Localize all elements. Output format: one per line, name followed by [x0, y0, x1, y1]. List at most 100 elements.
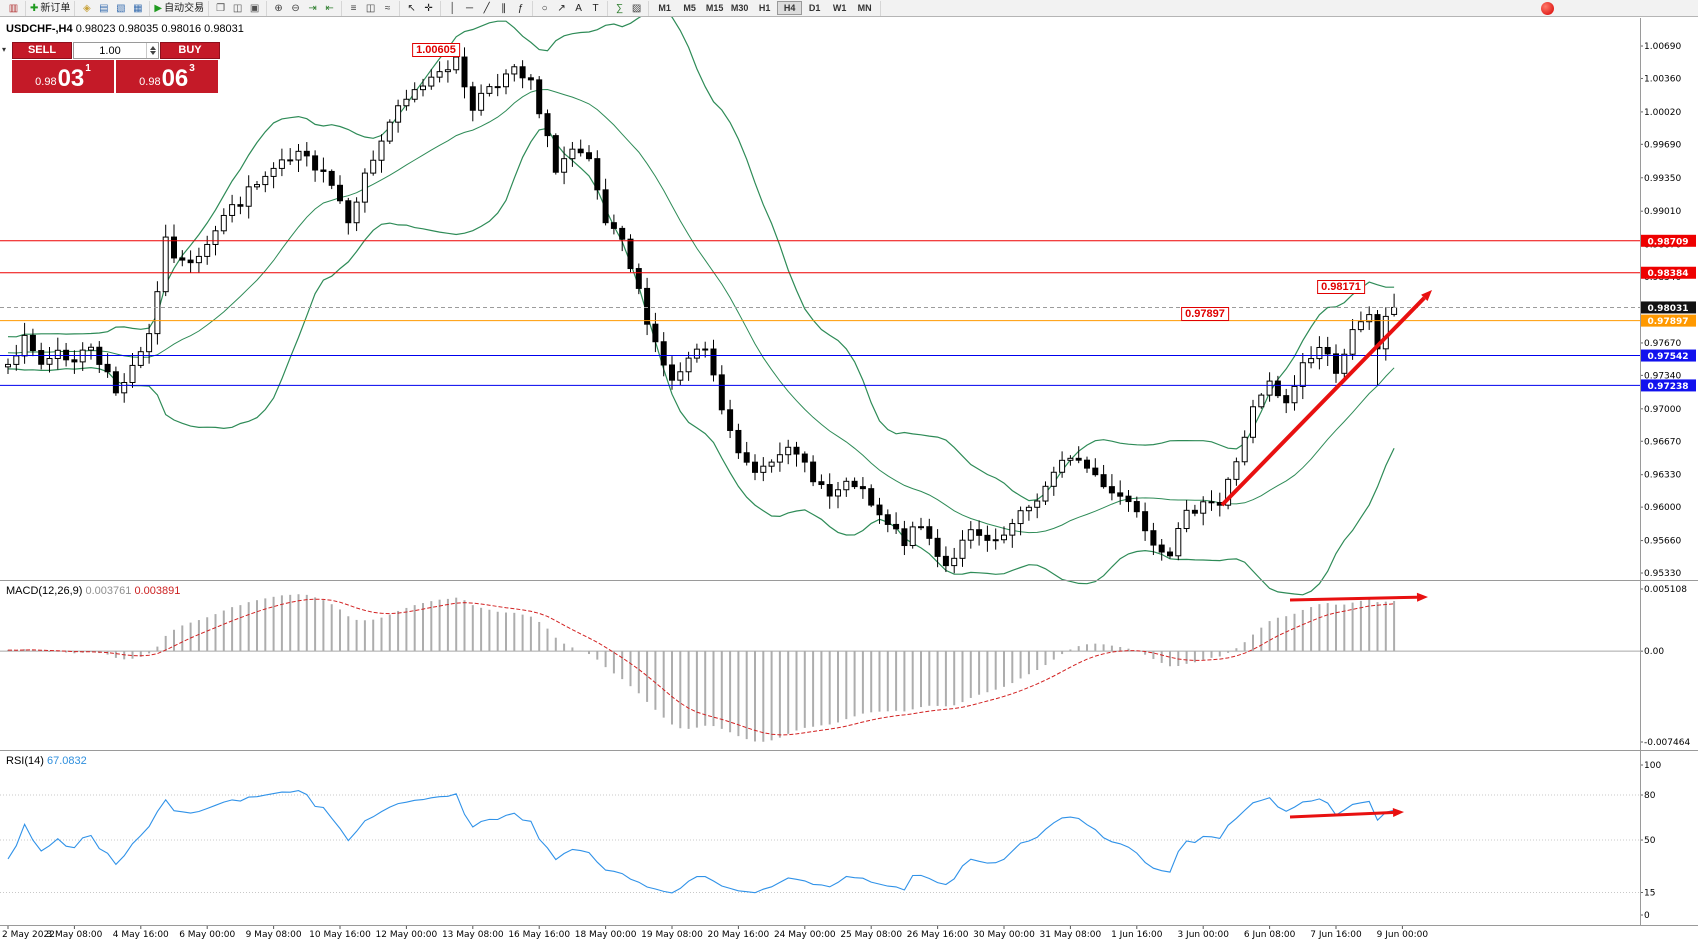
equidistant-channel-icon[interactable]: ∥ — [495, 1, 512, 16]
svg-text:30 May 00:00: 30 May 00:00 — [973, 930, 1035, 940]
price-annotation[interactable]: 0.98171 — [1317, 280, 1365, 294]
toolbar-group: ▶ 自动交易 — [150, 0, 210, 16]
crosshair-icon[interactable]: ✛ — [420, 1, 437, 16]
svg-text:-0.007464: -0.007464 — [1644, 738, 1690, 748]
arrange-icons-icon[interactable]: ▣ — [246, 1, 263, 16]
svg-text:16 May 16:00: 16 May 16:00 — [508, 930, 570, 940]
panel-separators[interactable] — [0, 18, 1698, 926]
period-button-m1[interactable]: M1 — [658, 3, 671, 13]
period-button-d1[interactable]: D1 — [808, 3, 821, 13]
svg-text:9 May 08:00: 9 May 08:00 — [246, 930, 302, 940]
period-button-m30[interactable]: M30 — [730, 3, 749, 13]
terminal-icon[interactable]: ▦ — [129, 1, 146, 16]
arrow-object-icon[interactable]: ↗ — [553, 1, 570, 16]
trendline-icon: ╱ — [483, 2, 490, 14]
period-button-m15[interactable]: M15 — [705, 3, 724, 13]
svg-text:0.95660: 0.95660 — [1644, 537, 1681, 547]
ocw-collapse-button[interactable]: ▾ — [2, 45, 7, 54]
zoom-in-icon[interactable]: ⊕ — [270, 1, 287, 16]
svg-text:0.97340: 0.97340 — [1644, 371, 1681, 381]
line-chart-icon: ≈ — [384, 2, 391, 14]
vertical-line-icon[interactable]: │ — [444, 1, 461, 16]
volume-down-icon[interactable] — [149, 51, 156, 55]
buy-price-big: 06 — [161, 65, 189, 92]
trend-arrows-layer[interactable] — [1220, 290, 1432, 819]
svg-text:18 May 00:00: 18 May 00:00 — [575, 930, 637, 940]
autotrading-button: ▶ — [154, 2, 163, 14]
horizontal-line-icon[interactable]: ─ — [461, 1, 478, 16]
bar-chart-icon: ≡ — [350, 2, 357, 14]
toolbar-group: ≡ ◫ ≈ — [342, 0, 401, 16]
compass-icon: ◈ — [83, 2, 91, 14]
auto-scroll-icon[interactable]: ⇥ — [304, 1, 321, 16]
price-annotation[interactable]: 0.97897 — [1181, 307, 1229, 321]
trend-arrow-macd — [1289, 595, 1418, 602]
fibonacci-icon[interactable]: ƒ — [512, 1, 529, 16]
zoom-out-icon[interactable]: ⊖ — [287, 1, 304, 16]
zoom-in-icon: ⊕ — [274, 2, 283, 14]
svg-text:9 Jun 00:00: 9 Jun 00:00 — [1377, 930, 1429, 940]
toolbar-group: ◈ ▤ ▧ ▦ — [75, 0, 151, 16]
svg-text:0.98709: 0.98709 — [1648, 237, 1689, 247]
macd-main-value: 0.003761 — [85, 585, 132, 597]
line-chart-icon[interactable]: ≈ — [379, 1, 396, 16]
new-order-button[interactable]: ✚ 新订单 — [29, 1, 71, 16]
chart-title: USDCHF-,H4 0.98023 0.98035 0.98016 0.980… — [6, 23, 244, 35]
text-label-icon[interactable]: T — [587, 1, 604, 16]
chart-shift-icon: ⇤ — [325, 2, 334, 14]
candlestick-chart-icon[interactable]: ◫ — [362, 1, 379, 16]
chart-shift-icon[interactable]: ⇤ — [321, 1, 338, 16]
period-button-m5[interactable]: M5 — [683, 3, 696, 13]
svg-text:0.96670: 0.96670 — [1644, 437, 1681, 447]
tile-windows-icon[interactable]: ◫ — [229, 1, 246, 16]
candlestick-chart-icon: ◫ — [365, 2, 376, 14]
period-button-h4[interactable]: H4 — [777, 1, 803, 15]
ocw-grid: SELL 1.00 BUY 0.98 03 1 0.98 06 3 — [12, 42, 220, 93]
trendline-icon[interactable]: ╱ — [478, 1, 495, 16]
templates-icon[interactable]: ▨ — [628, 1, 645, 16]
autotrading-button-label: 自动交易 — [164, 2, 205, 14]
compass-icon[interactable]: ◈ — [78, 1, 95, 16]
macd-indicator-label: MACD(12,26,9) 0.003761 0.003891 — [6, 585, 180, 597]
timeframe-group: M1 M5 M15 M30 H1 H4 D1 W1 MN — [649, 0, 882, 16]
indicators-icon[interactable]: ∑ — [611, 1, 628, 16]
community-icon[interactable] — [1541, 2, 1554, 15]
macd-panel: 0.005108 0.00 -0.007464 — [0, 585, 1690, 748]
new-chart-icon[interactable]: ▥ — [5, 1, 22, 16]
toolbar-group: ⊕ ⊖ ⇥ ⇤ — [267, 0, 343, 16]
price-annotation[interactable]: 1.00605 — [412, 43, 460, 57]
period-button-mn[interactable]: MN — [857, 3, 872, 13]
navigator-icon[interactable]: ▧ — [112, 1, 129, 16]
volume-up-icon[interactable] — [149, 46, 156, 50]
text-icon[interactable]: A — [570, 1, 587, 16]
period-button-w1[interactable]: W1 — [832, 3, 847, 13]
fibonacci-icon: ƒ — [517, 2, 524, 14]
cursor-icon[interactable]: ↖ — [403, 1, 420, 16]
svg-text:0.99010: 0.99010 — [1644, 207, 1681, 217]
rsi-panel: 100 80 50 15 0 — [0, 761, 1661, 921]
toolbar-group: ✚ 新订单 — [26, 0, 76, 16]
price-axis[interactable]: 1.00690 1.00360 1.00020 0.99690 0.99350 0.990… — [1640, 42, 1696, 579]
svg-text:20 May 16:00: 20 May 16:00 — [708, 930, 770, 940]
bollinger-bands-layer — [7, 10, 1395, 596]
sell-button[interactable]: SELL — [12, 42, 72, 59]
cascade-windows-icon[interactable]: ❐ — [212, 1, 229, 16]
sell-price-panel[interactable]: 0.98 03 1 — [12, 60, 114, 93]
period-button-h1[interactable]: H1 — [758, 3, 771, 13]
svg-text:0.99350: 0.99350 — [1644, 174, 1681, 184]
market-watch-icon[interactable]: ▤ — [95, 1, 112, 16]
svg-text:0.95330: 0.95330 — [1644, 569, 1681, 579]
volume-input[interactable]: 1.00 — [73, 42, 159, 59]
svg-text:31 May 08:00: 31 May 08:00 — [1040, 930, 1102, 940]
buy-price-panel[interactable]: 0.98 06 3 — [116, 60, 218, 93]
macd-name: MACD(12,26,9) — [6, 585, 83, 597]
buy-button[interactable]: BUY — [160, 42, 220, 59]
autotrading-button[interactable]: ▶ 自动交易 — [153, 1, 205, 16]
volume-value[interactable]: 1.00 — [99, 44, 121, 57]
auto-scroll-icon: ⇥ — [308, 2, 317, 14]
volume-stepper[interactable] — [146, 43, 158, 58]
bar-chart-icon[interactable]: ≡ — [345, 1, 362, 16]
shapes-icon[interactable]: ○ — [536, 1, 553, 16]
